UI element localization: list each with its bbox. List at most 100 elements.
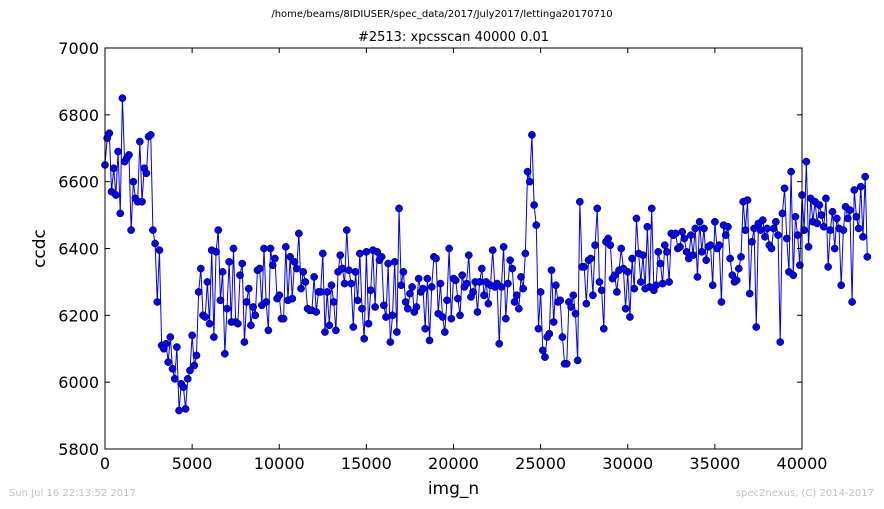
data-point	[286, 253, 294, 261]
data-point	[780, 184, 789, 193]
data-point	[225, 258, 233, 266]
data-point	[532, 221, 541, 229]
data-point	[318, 249, 327, 258]
data-point	[839, 226, 848, 234]
data-point	[861, 172, 870, 181]
data-point	[597, 286, 606, 295]
data-point	[822, 194, 830, 203]
data-point	[336, 251, 345, 260]
data-point	[846, 206, 854, 214]
data-point	[850, 186, 859, 194]
data-point	[691, 224, 700, 233]
data-point	[817, 211, 826, 219]
data-point	[732, 276, 741, 285]
data-point	[342, 226, 351, 234]
data-point	[260, 244, 268, 253]
data-point	[632, 214, 641, 223]
data-point	[545, 329, 554, 338]
data-point	[863, 253, 872, 261]
data-point	[514, 304, 523, 313]
data-point	[220, 349, 229, 358]
data-point	[151, 239, 159, 248]
x-tick-label: 30000	[602, 454, 653, 473]
data-point	[166, 333, 175, 341]
data-point	[708, 281, 717, 290]
data-point	[395, 204, 403, 213]
data-point	[329, 298, 338, 306]
data-point	[689, 251, 697, 260]
data-point	[238, 259, 247, 268]
data-point	[173, 343, 181, 351]
chart-title: #2513: xpcsscan 40000 0.01	[357, 30, 550, 45]
data-point	[695, 217, 704, 226]
data-point	[419, 284, 427, 293]
data-point	[382, 313, 390, 321]
data-point	[595, 278, 604, 286]
data-point	[345, 266, 353, 275]
data-point	[724, 222, 732, 231]
data-point	[741, 226, 750, 234]
data-point	[279, 314, 288, 323]
data-point	[190, 361, 199, 370]
data-point	[787, 167, 795, 176]
data-point	[734, 264, 743, 273]
data-point	[715, 241, 724, 250]
data-point	[647, 204, 656, 213]
data-point	[353, 296, 362, 305]
data-point	[693, 273, 702, 281]
x-tick-label: 10000	[254, 454, 305, 473]
data-point	[216, 296, 225, 305]
data-point	[828, 207, 837, 216]
data-point	[525, 177, 534, 186]
data-point	[756, 226, 765, 234]
data-point	[541, 353, 549, 361]
data-point	[791, 212, 800, 221]
data-point	[312, 308, 321, 316]
x-tick-label: 0	[100, 454, 110, 473]
data-point	[153, 298, 162, 306]
data-point	[240, 338, 249, 346]
data-point	[748, 237, 756, 246]
data-point	[504, 279, 512, 288]
data-point	[249, 303, 257, 311]
data-point	[109, 164, 118, 173]
data-point	[397, 281, 406, 290]
data-point	[721, 231, 730, 239]
y-tick-label: 6600	[58, 173, 99, 192]
data-point	[706, 241, 715, 250]
data-point	[469, 288, 477, 296]
data-point	[149, 226, 157, 234]
data-point	[776, 338, 785, 346]
data-point	[477, 264, 486, 273]
data-point	[210, 333, 218, 341]
data-point	[758, 216, 767, 224]
data-point	[774, 231, 782, 239]
data-point	[802, 157, 811, 166]
data-point	[244, 284, 253, 293]
data-point	[142, 169, 151, 178]
data-point	[399, 268, 408, 276]
data-point	[406, 289, 414, 298]
data-point	[105, 129, 114, 138]
data-point	[569, 291, 578, 300]
data-point	[310, 273, 318, 281]
data-point	[623, 268, 632, 276]
data-point	[438, 313, 447, 321]
data-point	[501, 314, 510, 323]
data-point	[652, 281, 660, 290]
data-point	[628, 254, 636, 263]
data-point	[412, 303, 421, 311]
data-point	[366, 286, 375, 295]
data-point	[508, 264, 517, 273]
data-point	[371, 303, 379, 311]
data-point	[859, 232, 867, 241]
data-point	[700, 224, 708, 233]
data-point	[218, 268, 227, 276]
data-point	[480, 291, 488, 300]
data-point	[229, 244, 238, 253]
data-point	[833, 214, 841, 223]
data-point	[737, 253, 745, 261]
y-tick-label: 7000	[58, 39, 99, 58]
data-point	[665, 278, 673, 286]
data-point	[201, 313, 210, 321]
